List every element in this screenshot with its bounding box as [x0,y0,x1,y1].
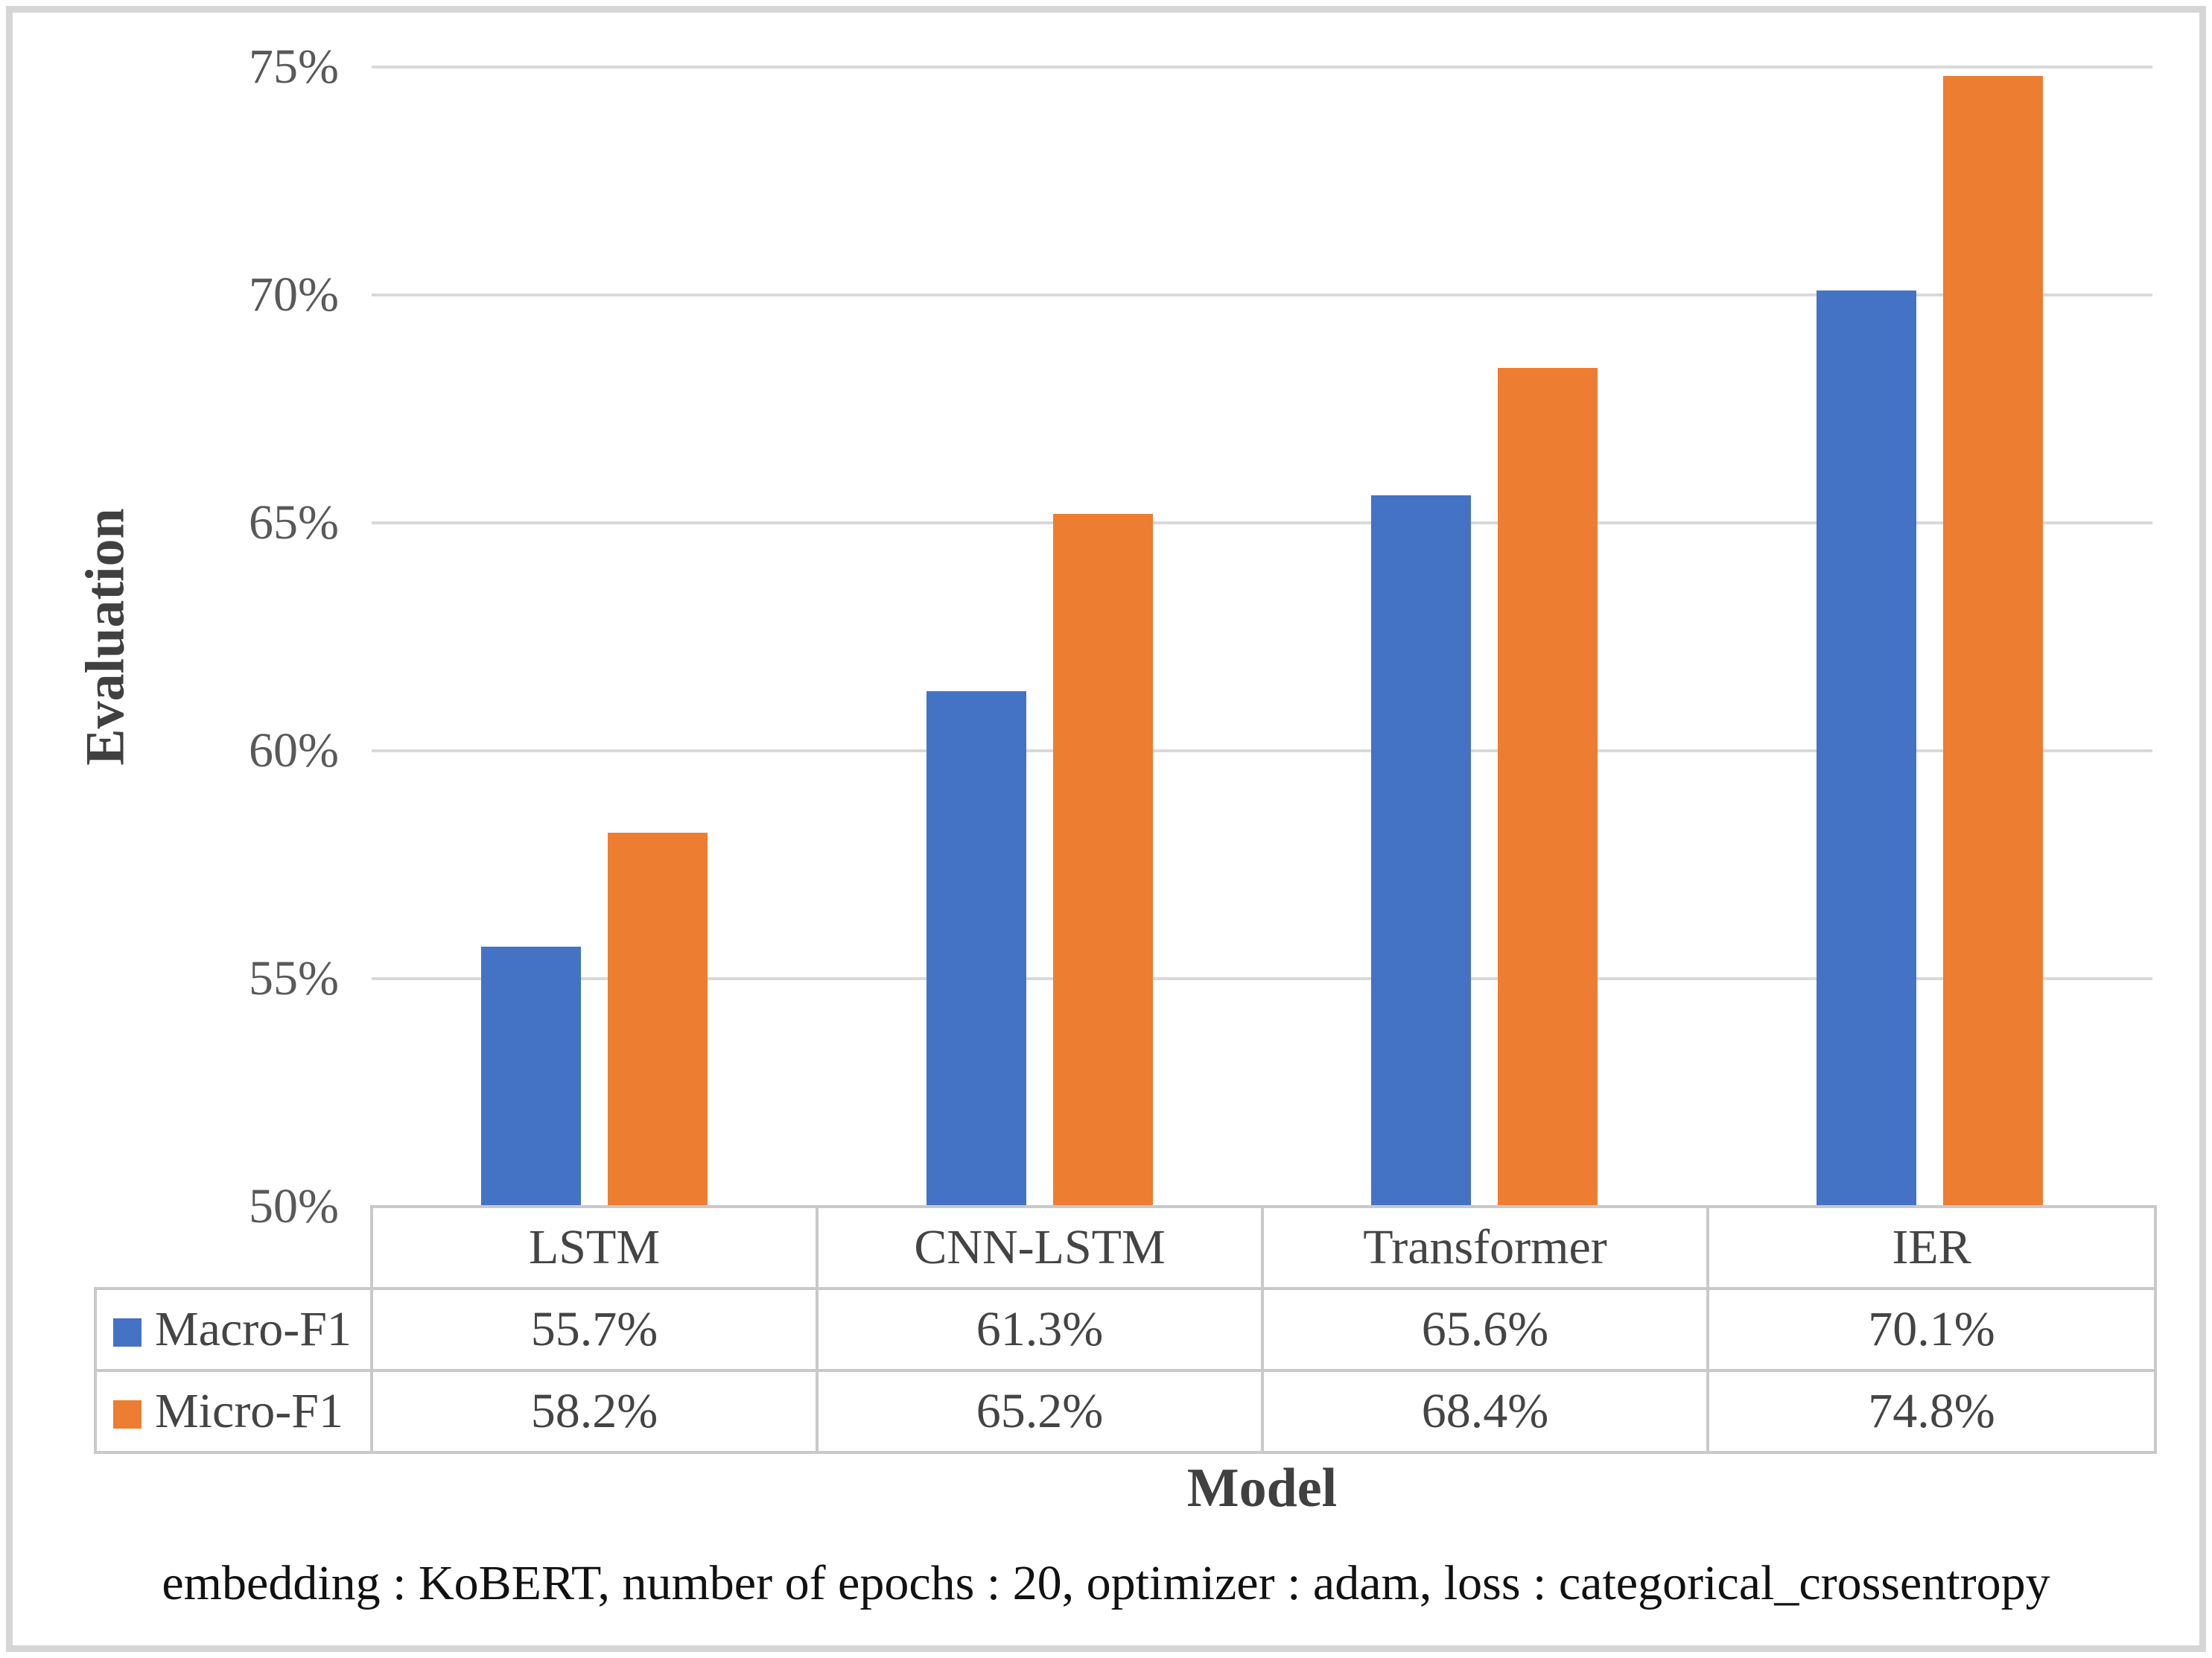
legend-label-micro-f1: Micro-F1 [155,1384,343,1438]
y-tick-label-65-: 65% [249,495,339,550]
table-value-macro-f1-ier: 70.1% [1706,1287,2157,1372]
x-axis-title: Model [1186,1458,1338,1519]
table-header-row: LSTM CNN-LSTM Transformer IER [95,1205,2157,1290]
bar-macro-f1-transformer [1371,495,1472,1207]
table-header-lstm: LSTM [370,1205,819,1290]
table-value-micro-f1-lstm: 58.2% [370,1369,819,1454]
table-row-micro-f1: Micro-F1 58.2% 65.2% 68.4% 74.8% [94,1369,2157,1454]
y-tick-label-70-: 70% [249,267,339,322]
gridline-55 [372,977,2152,980]
gridline-70 [372,293,2152,296]
gridline-75 [372,66,2152,69]
table-value-macro-f1-lstm: 55.7% [370,1287,819,1372]
table-value-micro-f1-transformer: 68.4% [1261,1369,1709,1454]
data-table: LSTM CNN-LSTM Transformer IER Macro-F1 55.7% 6… [94,1205,2157,1454]
bar-micro-f1-transformer [1498,367,1598,1207]
bar-macro-f1-lstm [480,947,581,1207]
legend-cell-micro-f1: Micro-F1 [94,1369,373,1454]
bar-micro-f1-ier [1943,76,2044,1207]
table-blank-cell [95,1207,372,1289]
gridline-60 [372,749,2152,752]
gridline-65 [372,521,2152,524]
y-tick-label-75-: 75% [249,39,339,94]
micro-f1-legend-swatch-icon [113,1400,142,1429]
table-row-macro-f1: Macro-F1 55.7% 61.3% 65.6% 70.1% [94,1287,2157,1372]
macro-f1-legend-swatch-icon [113,1318,142,1347]
table-value-macro-f1-transformer: 65.6% [1261,1287,1709,1372]
table-header-ier: IER [1706,1205,2157,1290]
table-value-micro-f1-ier: 74.8% [1706,1369,2157,1454]
bar-micro-f1-lstm [607,833,708,1207]
bar-macro-f1-cnn-lstm [926,691,1026,1207]
table-header-cnn-lstm: CNN-LSTM [816,1205,1264,1290]
y-tick-label-50-: 50% [249,1179,339,1233]
legend-cell-macro-f1: Macro-F1 [94,1287,373,1372]
figure-caption: embedding : KoBERT, number of epochs : 2… [162,1556,2050,1610]
bar-micro-f1-cnn-lstm [1052,513,1153,1207]
table-value-macro-f1-cnn-lstm: 61.3% [816,1287,1264,1372]
legend-label-macro-f1: Macro-F1 [155,1302,352,1356]
table-value-micro-f1-cnn-lstm: 65.2% [816,1369,1264,1454]
y-tick-label-60-: 60% [249,723,339,778]
y-axis-title: Evaluation [74,508,136,766]
bar-macro-f1-ier [1817,290,1917,1207]
table-header-transformer: Transformer [1261,1205,1709,1290]
y-tick-label-55-: 55% [249,951,339,1006]
